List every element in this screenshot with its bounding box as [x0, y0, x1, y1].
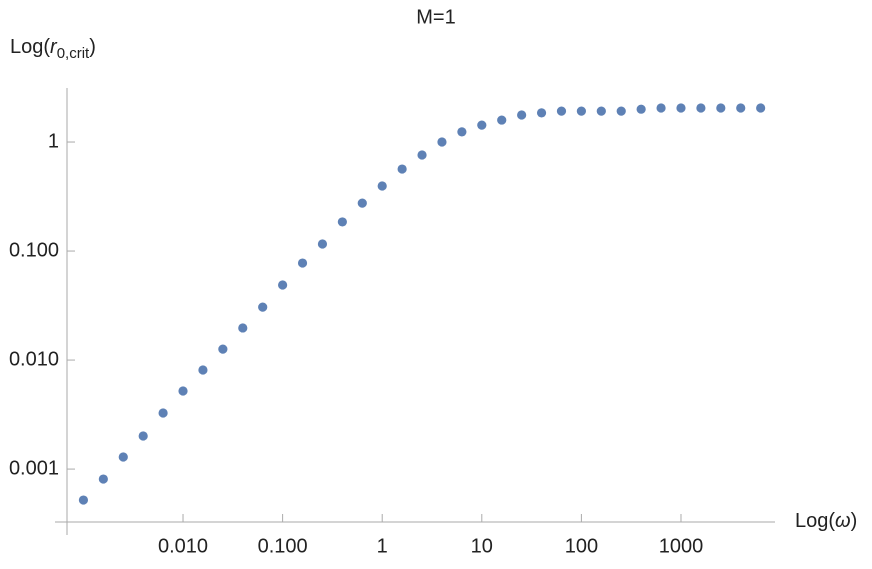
point — [616, 106, 626, 116]
chart-title: M=1 — [416, 6, 455, 28]
y-label-part: Log( — [10, 36, 50, 58]
point — [138, 431, 148, 441]
y-label-part: 0,crit — [57, 45, 90, 62]
point — [218, 344, 228, 354]
point — [377, 181, 387, 191]
point — [258, 302, 268, 312]
point — [596, 106, 606, 116]
point — [178, 386, 188, 396]
point — [317, 239, 328, 249]
y-axis-label: Log(r0,crit) — [10, 36, 96, 62]
x-tick-label: 1000 — [659, 535, 704, 557]
point — [357, 198, 367, 208]
x-tick-label: 1 — [377, 535, 388, 557]
x-label-part: ) — [851, 510, 858, 532]
point — [576, 106, 586, 116]
y-tick-label: 0.100 — [9, 239, 59, 261]
point — [158, 408, 168, 418]
point — [457, 127, 467, 137]
x-tick-label: 100 — [565, 535, 598, 557]
point — [716, 103, 726, 113]
point — [98, 474, 108, 484]
y-label-part: ) — [89, 36, 96, 58]
point — [517, 110, 527, 120]
point — [636, 104, 646, 114]
x-label-part: Log( — [795, 510, 835, 532]
point — [756, 103, 766, 113]
x-tick-label: 0.100 — [258, 535, 308, 557]
y-label-part: r — [50, 36, 58, 58]
point — [278, 280, 288, 290]
point — [556, 106, 567, 116]
point — [337, 217, 347, 227]
point — [536, 108, 547, 118]
y-tick-label: 0.010 — [9, 348, 59, 370]
x-tick-label: 10 — [471, 535, 493, 557]
y-tick-label: 1 — [48, 130, 59, 152]
y-tick-label: 0.001 — [9, 457, 59, 479]
point — [238, 323, 248, 333]
x-axis-label: Log(ω) — [795, 510, 857, 532]
point — [696, 103, 706, 113]
point — [417, 150, 427, 160]
point — [118, 452, 128, 462]
x-tick-label: 0.010 — [158, 535, 208, 557]
point — [297, 258, 308, 268]
point — [477, 120, 487, 130]
point — [497, 115, 507, 125]
point — [656, 103, 666, 113]
point — [198, 365, 208, 375]
point — [676, 103, 686, 113]
point — [397, 164, 407, 174]
point — [437, 137, 447, 147]
point — [78, 495, 89, 505]
point — [736, 103, 746, 113]
x-label-part: ω — [835, 510, 851, 532]
